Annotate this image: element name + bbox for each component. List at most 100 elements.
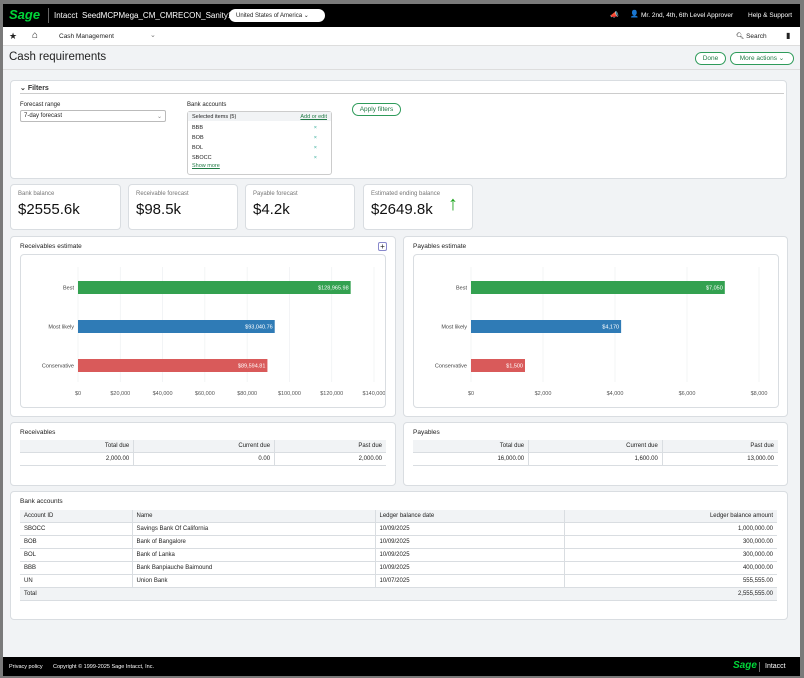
favorites-star-icon[interactable]: ★ <box>9 31 18 41</box>
ledger-date: 10/09/2025 <box>375 548 565 562</box>
kpi-payable-forecast: Payable forecast $4.2k <box>245 184 355 230</box>
x-tick-label: $40,000 <box>153 391 173 397</box>
account-name: Savings Bank Of California <box>132 522 376 536</box>
footer: Privacy policy Copyright © 1999-2025 Sag… <box>3 657 800 676</box>
privacy-policy-link[interactable]: Privacy policy <box>9 664 43 670</box>
filters-panel: ⌄ Filters Forecast range 7-day forecast ⌄… <box>10 80 787 179</box>
bank-accounts-multiselect: Selected items (5) Add or edit BBB × BOB × … <box>187 111 332 175</box>
ledger-amount: 300,000.00 <box>564 548 777 562</box>
x-tick-label: $120,000 <box>320 391 343 397</box>
data-label: $128,965.98 <box>318 286 349 292</box>
kpi-value: $2555.6k <box>18 201 80 218</box>
column-header: Past due <box>274 440 386 453</box>
bar-conservative <box>471 359 525 372</box>
account-name: Bank Banpiauche Baimound <box>132 561 376 575</box>
ledger-date: 10/09/2025 <box>375 535 565 549</box>
past-due: 13,000.00 <box>662 452 778 466</box>
selected-item: BOL × <box>192 143 327 153</box>
x-tick-label: $100,000 <box>278 391 301 397</box>
ledger-amount: 400,000.00 <box>564 561 777 575</box>
filters-title: Filters <box>27 85 49 92</box>
category-label: Best <box>456 286 467 292</box>
category-label: Best <box>63 286 74 292</box>
kpi-value: $98.5k <box>136 201 182 218</box>
expand-icon[interactable]: + <box>378 242 387 251</box>
table-row: 2,000.00 0.00 2,000.00 <box>20 452 386 466</box>
account-id: UN <box>20 574 133 588</box>
page-title: Cash requirements <box>9 51 107 63</box>
add-or-edit-link[interactable]: Add or edit <box>300 114 327 120</box>
selected-item: BOB × <box>192 133 327 143</box>
kpi-estimated-ending-balance: Estimated ending balance $2649.8k ↑ <box>363 184 473 230</box>
bar-most-likely <box>471 320 622 333</box>
item-label: BOL <box>192 145 204 151</box>
chevron-down-icon: ⌄ <box>156 114 162 120</box>
total-label: Total <box>20 587 564 601</box>
x-tick-label: $140,000 <box>363 391 386 397</box>
more-actions-label: More actions <box>739 55 777 62</box>
category-label: Conservative <box>42 364 74 370</box>
apply-filters-button[interactable]: Apply filters <box>352 103 401 116</box>
forecast-range-select[interactable]: 7-day forecast ⌄ <box>20 110 166 122</box>
app-window: Sage Intacct SeedMCPMega_CM_CMRECON_Sani… <box>3 4 800 676</box>
sage-logo[interactable]: Sage <box>9 7 41 22</box>
filters-toggle[interactable]: ⌄ Filters <box>20 85 49 92</box>
kpi-label: Receivable forecast <box>136 191 189 197</box>
category-label: Most likely <box>48 325 74 331</box>
ledger-amount: 1,000,000.00 <box>564 522 777 536</box>
country-select[interactable]: United States of America ⌄ <box>229 9 325 22</box>
table-row: BBB Bank Banpiauche Baimound 10/09/2025 400… <box>20 561 777 575</box>
data-label: $89,594.81 <box>238 364 266 370</box>
search-button[interactable]: 🔍︎ Search <box>736 32 767 40</box>
remove-icon[interactable]: × <box>313 145 317 151</box>
footer-product: Intacct <box>765 663 786 670</box>
total-due: 16,000.00 <box>413 452 530 466</box>
remove-icon[interactable]: × <box>313 125 317 131</box>
column-header: Account ID <box>20 510 133 523</box>
data-label: $7,050 <box>706 286 723 292</box>
table-row: BOL Bank of Lanka 10/09/2025 300,000.00 <box>20 548 777 562</box>
more-actions-button[interactable]: More actions ⌄ <box>730 52 794 65</box>
home-icon[interactable]: ⌂ <box>32 30 39 41</box>
selected-item: BBB × <box>192 123 327 133</box>
current-due: 1,600.00 <box>528 452 663 466</box>
show-more-link[interactable]: Show more <box>192 163 220 169</box>
data-label: $93,040.76 <box>245 325 273 331</box>
bookmark-icon[interactable]: ▮ <box>786 31 791 40</box>
receivables-bar-chart: $0 $20,000 $40,000 $60,000 $80,000 $100,000 $1… <box>20 254 386 408</box>
arrow-up-icon: ↑ <box>448 193 458 215</box>
user-menu[interactable]: Mr. 2nd, 4th, 6th Level Approver <box>641 12 734 19</box>
remove-icon[interactable]: × <box>313 155 317 161</box>
item-label: SBOCC <box>192 155 212 161</box>
payables-card: Payables Total due Current due Past due 16… <box>403 422 788 486</box>
done-button[interactable]: Done <box>695 52 726 65</box>
receivables-estimate-card: Receivables estimate + $0 $20,000 $40,000 $… <box>10 236 396 417</box>
bar-best <box>471 281 725 294</box>
chevron-down-icon[interactable]: ⌄ <box>150 32 156 39</box>
divider <box>20 93 784 94</box>
account-name: Union Bank <box>132 574 376 588</box>
x-tick-label: $0 <box>468 391 474 397</box>
column-header: Current due <box>133 440 276 453</box>
payables-table: Total due Current due Past due 16,000.00 1,… <box>413 440 778 466</box>
category-label: Most likely <box>441 325 467 331</box>
remove-icon[interactable]: × <box>313 135 317 141</box>
x-tick-label: $0 <box>75 391 81 397</box>
kpi-receivable-forecast: Receivable forecast $98.5k <box>128 184 238 230</box>
notifications-icon[interactable]: 📣 <box>610 12 619 19</box>
module-menu[interactable]: Cash Management <box>59 33 114 40</box>
bank-accounts-card: Bank accounts Account ID Name Ledger balan… <box>10 491 788 620</box>
receivables-card: Receivables Total due Current due Past due… <box>10 422 396 486</box>
help-link[interactable]: Help & Support <box>748 12 793 19</box>
account-id: BOB <box>20 535 133 549</box>
column-header: Total due <box>20 440 135 453</box>
column-header: Past due <box>662 440 778 453</box>
kpi-value: $2649.8k <box>371 201 433 218</box>
selected-items-list: BBB × BOB × BOL × SBOCC × Show more <box>188 121 331 172</box>
selected-item: SBOCC × <box>192 153 327 163</box>
payables-bar-chart: $0 $2,000 $4,000 $6,000 $8,000 Best $7,050 Most… <box>413 254 779 408</box>
divider <box>48 8 49 23</box>
nav-bar: ★ ⌂ Cash Management ⌄ 🔍︎ Search ▮ <box>3 27 800 46</box>
data-label: $1,500 <box>506 364 523 370</box>
search-label: Search <box>746 33 767 40</box>
